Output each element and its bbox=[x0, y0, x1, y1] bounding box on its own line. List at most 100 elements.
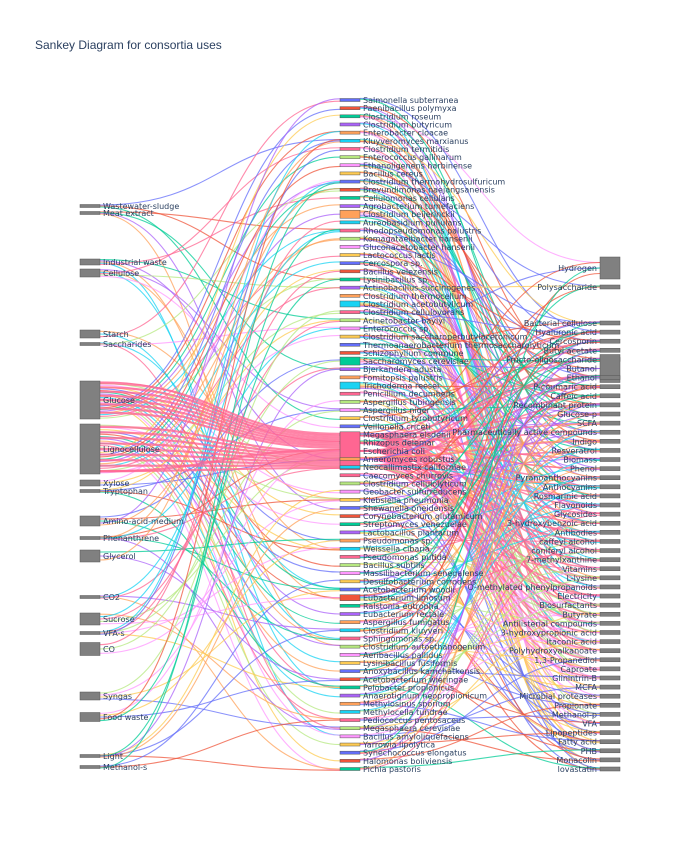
middle-node[interactable] bbox=[339, 701, 361, 706]
left-node[interactable] bbox=[79, 380, 101, 420]
middle-node[interactable] bbox=[339, 424, 361, 429]
middle-node[interactable] bbox=[339, 628, 361, 633]
right-node[interactable] bbox=[599, 630, 621, 635]
middle-node[interactable] bbox=[339, 498, 361, 502]
right-node[interactable] bbox=[599, 684, 621, 690]
middle-node[interactable] bbox=[339, 285, 361, 290]
left-node[interactable] bbox=[79, 479, 101, 487]
middle-node[interactable] bbox=[339, 457, 361, 461]
middle-node[interactable] bbox=[339, 685, 361, 690]
right-node[interactable] bbox=[599, 721, 621, 726]
middle-node[interactable] bbox=[339, 481, 361, 486]
middle-node[interactable] bbox=[339, 677, 361, 682]
left-node[interactable] bbox=[79, 258, 101, 266]
right-node[interactable] bbox=[599, 429, 621, 435]
middle-node[interactable] bbox=[339, 236, 361, 241]
middle-node[interactable] bbox=[339, 220, 361, 225]
middle-node[interactable] bbox=[339, 245, 361, 249]
middle-node[interactable] bbox=[339, 750, 361, 755]
left-node[interactable] bbox=[79, 642, 101, 656]
right-node[interactable] bbox=[599, 402, 621, 408]
right-node[interactable] bbox=[599, 475, 621, 480]
middle-node[interactable] bbox=[339, 356, 361, 366]
right-node[interactable] bbox=[599, 493, 621, 499]
middle-node[interactable] bbox=[339, 473, 361, 478]
middle-node[interactable] bbox=[339, 351, 361, 355]
left-node[interactable] bbox=[79, 754, 101, 758]
middle-node[interactable] bbox=[339, 718, 361, 722]
right-node[interactable] bbox=[599, 612, 621, 617]
middle-node[interactable] bbox=[339, 604, 361, 608]
middle-node[interactable] bbox=[339, 734, 361, 739]
middle-node[interactable] bbox=[339, 310, 361, 314]
right-node[interactable] bbox=[599, 675, 621, 681]
middle-node[interactable] bbox=[339, 571, 361, 575]
right-node[interactable] bbox=[599, 320, 621, 326]
left-node[interactable] bbox=[79, 712, 101, 722]
middle-node[interactable] bbox=[339, 130, 361, 135]
middle-node[interactable] bbox=[339, 416, 361, 420]
middle-node[interactable] bbox=[339, 767, 361, 771]
right-node[interactable] bbox=[599, 593, 621, 599]
middle-node[interactable] bbox=[339, 726, 361, 730]
middle-node[interactable] bbox=[339, 106, 361, 110]
middle-node[interactable] bbox=[339, 228, 361, 233]
left-node[interactable] bbox=[79, 329, 101, 339]
right-node[interactable] bbox=[599, 648, 621, 653]
right-node[interactable] bbox=[599, 703, 621, 708]
middle-node[interactable] bbox=[339, 612, 361, 616]
middle-node[interactable] bbox=[339, 489, 361, 494]
left-node[interactable] bbox=[79, 765, 101, 769]
right-node[interactable] bbox=[599, 348, 621, 353]
middle-node[interactable] bbox=[339, 514, 361, 518]
right-node[interactable] bbox=[599, 621, 621, 626]
middle-node[interactable] bbox=[339, 171, 361, 176]
right-node[interactable] bbox=[599, 730, 621, 735]
left-node[interactable] bbox=[79, 536, 101, 540]
middle-node[interactable] bbox=[339, 196, 361, 200]
middle-node[interactable] bbox=[339, 300, 361, 308]
middle-node[interactable] bbox=[339, 294, 361, 298]
middle-node[interactable] bbox=[339, 636, 361, 641]
middle-node[interactable] bbox=[339, 98, 361, 102]
middle-node[interactable] bbox=[339, 179, 361, 184]
middle-node[interactable] bbox=[339, 710, 361, 714]
right-node[interactable] bbox=[599, 484, 621, 490]
right-node[interactable] bbox=[599, 520, 621, 526]
right-node[interactable] bbox=[599, 539, 621, 544]
middle-node[interactable] bbox=[339, 465, 361, 469]
middle-node[interactable] bbox=[339, 693, 361, 698]
middle-node[interactable] bbox=[339, 147, 361, 151]
right-node[interactable] bbox=[599, 657, 621, 663]
middle-node[interactable] bbox=[339, 742, 361, 747]
right-node[interactable] bbox=[599, 757, 621, 763]
middle-node[interactable] bbox=[339, 326, 361, 331]
left-node[interactable] bbox=[79, 211, 101, 215]
left-node[interactable] bbox=[79, 342, 101, 346]
right-node[interactable] bbox=[599, 602, 621, 608]
left-node[interactable] bbox=[79, 631, 101, 635]
right-node[interactable] bbox=[599, 393, 621, 399]
right-node[interactable] bbox=[599, 748, 621, 754]
middle-node[interactable] bbox=[339, 400, 361, 404]
middle-node[interactable] bbox=[339, 506, 361, 510]
middle-node[interactable] bbox=[339, 139, 361, 143]
middle-node[interactable] bbox=[339, 587, 361, 592]
middle-node[interactable] bbox=[339, 594, 361, 601]
right-node[interactable] bbox=[599, 666, 621, 672]
right-node[interactable] bbox=[599, 338, 621, 344]
middle-node[interactable] bbox=[339, 334, 361, 339]
right-node[interactable] bbox=[599, 530, 621, 535]
middle-node[interactable] bbox=[339, 122, 361, 127]
middle-node[interactable] bbox=[339, 209, 361, 219]
right-node[interactable] bbox=[599, 502, 621, 508]
middle-node[interactable] bbox=[339, 538, 361, 543]
right-node[interactable] bbox=[599, 566, 621, 572]
left-node[interactable] bbox=[79, 268, 101, 278]
middle-node[interactable] bbox=[339, 759, 361, 763]
left-node[interactable] bbox=[79, 691, 101, 701]
right-node[interactable] bbox=[599, 466, 621, 471]
middle-node[interactable] bbox=[339, 114, 361, 119]
middle-node[interactable] bbox=[339, 204, 361, 208]
right-node[interactable] bbox=[599, 448, 621, 453]
